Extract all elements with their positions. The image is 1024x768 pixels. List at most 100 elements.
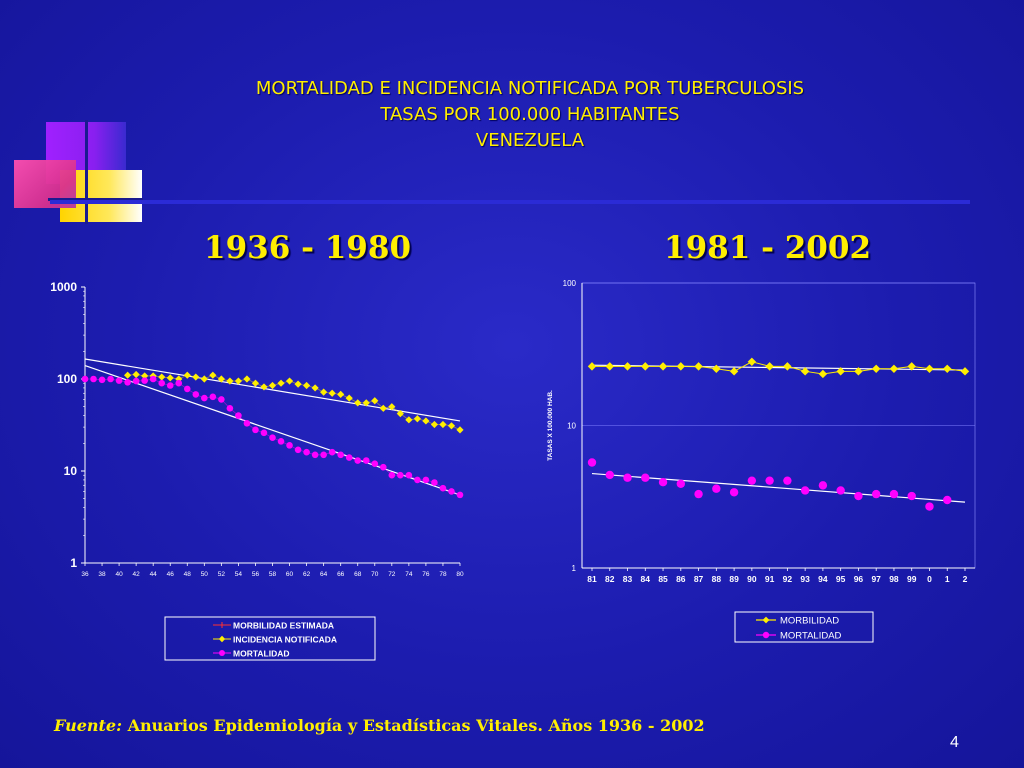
- point-mortalidad: [854, 491, 863, 501]
- legend-marker: [762, 631, 770, 639]
- y-tick-label: 10: [567, 422, 576, 431]
- point-incidencia: [430, 420, 439, 429]
- point-incidencia: [337, 390, 345, 399]
- point-mortalidad: [218, 396, 225, 403]
- point-mortalidad: [235, 412, 242, 419]
- point-mortalidad: [277, 438, 285, 445]
- point-incidencia: [447, 422, 456, 430]
- footer-label: Fuente:: [54, 716, 122, 735]
- point-incidencia: [405, 416, 413, 424]
- point-morbilidad: [694, 362, 703, 371]
- point-incidencia: [166, 374, 174, 382]
- footer-text: Anuarios Epidemiología y Estadísticas Vi…: [127, 716, 705, 735]
- x-tick-label: 48: [184, 571, 192, 578]
- point-mortalidad: [158, 379, 166, 387]
- point-morbilidad: [605, 362, 614, 371]
- point-morbilidad: [818, 369, 828, 379]
- point-morbilidad: [747, 357, 757, 366]
- point-morbilidad: [889, 364, 899, 373]
- chart-2-title: 1981 - 2002: [664, 230, 872, 266]
- point-mortalidad: [712, 484, 721, 493]
- point-incidencia: [277, 379, 285, 387]
- trendline: [591, 472, 966, 503]
- x-tick-label: 72: [388, 571, 396, 578]
- point-morbilidad: [871, 364, 881, 373]
- x-tick-label: 60: [286, 571, 294, 578]
- legend-label: INCIDENCIA NOTIFICADA: [233, 635, 337, 645]
- point-mortalidad: [439, 484, 447, 492]
- x-tick-label: 76: [422, 571, 430, 578]
- point-mortalidad: [641, 473, 650, 482]
- point-mortalidad: [286, 442, 293, 449]
- point-morbilidad: [854, 367, 863, 376]
- x-tick-label: 82: [605, 574, 615, 584]
- point-mortalidad: [729, 488, 739, 497]
- footer-source: Fuente: Anuarios Epidemiología y Estadís…: [54, 716, 705, 735]
- point-morbilidad: [641, 362, 650, 371]
- x-tick-label: 38: [98, 571, 106, 578]
- x-tick-label: 50: [201, 571, 209, 578]
- point-morbilidad: [729, 367, 739, 376]
- x-tick-label: 86: [676, 574, 686, 584]
- title-line-1: MORTALIDAD E INCIDENCIA NOTIFICADA POR T…: [255, 78, 805, 99]
- x-tick-label: 2: [963, 574, 968, 584]
- point-mortalidad: [345, 454, 353, 461]
- x-tick-label: 84: [641, 574, 651, 584]
- x-tick-label: 98: [889, 574, 899, 584]
- point-incidencia: [209, 371, 217, 379]
- point-morbilidad: [712, 364, 721, 373]
- title-line-2: TASAS POR 100.000 HABITANTES: [380, 104, 680, 125]
- legend-label: MORTALIDAD: [780, 631, 842, 642]
- legend-marker: [219, 650, 225, 656]
- point-mortalidad: [124, 379, 131, 386]
- point-incidencia: [183, 371, 191, 379]
- point-mortalidad: [320, 451, 327, 459]
- point-mortalidad: [303, 448, 310, 456]
- point-mortalidad: [747, 476, 757, 485]
- point-morbilidad: [783, 362, 792, 371]
- point-morbilidad: [925, 364, 934, 373]
- y-tick-label: 1: [70, 556, 77, 570]
- point-morbilidad: [676, 362, 686, 371]
- page-number: 4: [950, 734, 959, 751]
- point-incidencia: [456, 426, 464, 434]
- point-mortalidad: [294, 446, 302, 454]
- point-mortalidad: [192, 391, 200, 398]
- point-incidencia: [268, 381, 277, 390]
- point-incidencia: [217, 375, 225, 383]
- slide-title: MORTALIDAD E INCIDENCIA NOTIFICADA POR T…: [100, 76, 960, 154]
- point-incidencia: [200, 375, 208, 383]
- point-mortalidad: [431, 479, 438, 486]
- point-incidencia: [328, 389, 336, 397]
- point-mortalidad: [694, 489, 703, 499]
- legend-marker: [218, 635, 226, 643]
- point-mortalidad: [149, 375, 157, 383]
- x-tick-label: 74: [405, 571, 413, 578]
- point-mortalidad: [328, 448, 336, 456]
- point-mortalidad: [175, 379, 183, 387]
- point-incidencia: [175, 375, 183, 383]
- y-tick-label: 100: [57, 372, 77, 386]
- point-mortalidad: [836, 486, 845, 495]
- point-mortalidad: [362, 457, 370, 464]
- point-mortalidad: [260, 429, 268, 437]
- series-morbilidad-line: [592, 361, 966, 375]
- point-mortalidad: [605, 470, 614, 480]
- x-tick-label: 56: [252, 571, 260, 578]
- point-incidencia: [422, 417, 430, 425]
- point-incidencia: [371, 397, 379, 405]
- point-mortalidad: [925, 502, 934, 511]
- point-mortalidad: [209, 393, 217, 401]
- x-tick-label: 83: [623, 574, 633, 584]
- chart-1-title: 1936 - 1980: [204, 230, 412, 266]
- x-tick-label: 46: [167, 571, 175, 578]
- point-mortalidad: [81, 375, 89, 383]
- point-incidencia: [345, 394, 353, 402]
- point-mortalidad: [243, 419, 251, 427]
- point-incidencia: [294, 380, 302, 388]
- x-tick-label: 36: [81, 571, 89, 578]
- title-line-3: VENEZUELA: [475, 130, 585, 151]
- point-mortalidad: [800, 486, 810, 495]
- point-mortalidad: [201, 394, 208, 402]
- point-mortalidad: [405, 471, 413, 479]
